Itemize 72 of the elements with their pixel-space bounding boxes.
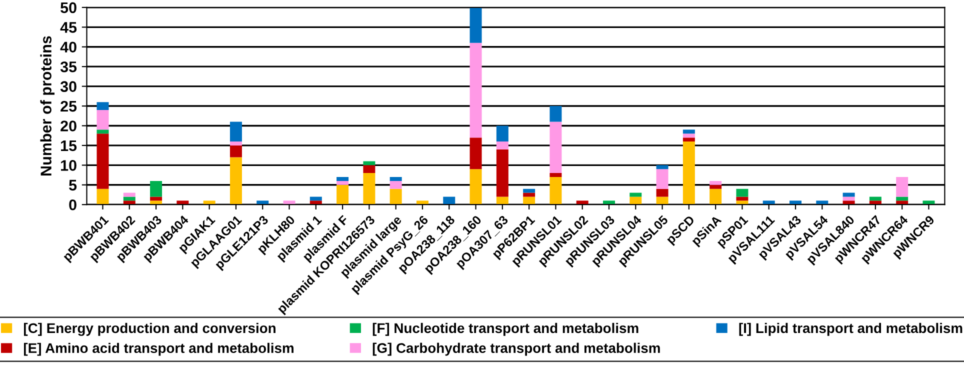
legend-label: [F] Nucleotide transport and metabolism xyxy=(372,322,638,336)
bar xyxy=(550,173,562,177)
bar xyxy=(96,102,109,110)
bar xyxy=(470,7,482,43)
bar xyxy=(363,165,376,174)
bar xyxy=(550,106,562,122)
bar xyxy=(523,188,536,193)
bar xyxy=(230,122,242,142)
legend-label: [G] Carbohydrate transport and metabolism xyxy=(372,342,660,356)
bar xyxy=(96,134,109,189)
bar xyxy=(230,157,242,205)
y-tick-label: 35 xyxy=(60,61,77,72)
y-tick-label: 0 xyxy=(69,199,76,210)
y-tick-label: 45 xyxy=(60,22,77,33)
bar xyxy=(630,196,642,205)
bar xyxy=(496,196,508,205)
legend-label: [C] Energy production and conversion xyxy=(24,322,276,336)
bar xyxy=(710,184,722,189)
bar xyxy=(710,180,722,185)
bar xyxy=(523,196,536,205)
bar xyxy=(363,161,376,166)
bar xyxy=(470,138,482,170)
legend-label: [E] Amino acid transport and metabolism xyxy=(24,342,294,356)
y-tick-label: 10 xyxy=(61,160,76,171)
bar xyxy=(896,196,908,201)
bar xyxy=(336,184,349,205)
bar xyxy=(656,165,668,170)
y-tick-label: 30 xyxy=(60,81,76,92)
bar xyxy=(736,196,748,201)
y-tick-label: 15 xyxy=(61,140,77,152)
bar xyxy=(96,110,109,130)
bar xyxy=(390,180,402,189)
bar xyxy=(470,169,482,205)
bar xyxy=(123,196,136,201)
bar xyxy=(496,126,508,142)
bar xyxy=(390,188,402,205)
bar xyxy=(310,196,322,201)
y-tick-label: 40 xyxy=(60,42,76,53)
bar xyxy=(96,188,109,205)
y-tick-label: 50 xyxy=(60,2,76,14)
bar xyxy=(470,42,482,138)
bar xyxy=(842,196,855,201)
bar xyxy=(656,169,668,189)
bar xyxy=(496,142,508,150)
bar xyxy=(150,180,162,197)
bar xyxy=(656,188,668,197)
bar xyxy=(96,130,109,134)
bar xyxy=(230,142,242,146)
bar xyxy=(682,138,695,142)
bar xyxy=(682,142,695,205)
bar xyxy=(682,134,695,138)
bar xyxy=(230,145,242,158)
y-tick-label: 25 xyxy=(60,100,77,112)
bar xyxy=(550,122,562,174)
bar xyxy=(496,149,508,197)
bar xyxy=(150,196,162,201)
y-tick-label: 20 xyxy=(60,120,76,132)
bar xyxy=(336,180,349,185)
bar xyxy=(896,177,908,197)
legend-label: [I] Lipid transport and metabolism xyxy=(739,322,962,336)
bar xyxy=(656,196,668,205)
y-tick-label: 5 xyxy=(69,180,77,191)
bar xyxy=(336,177,349,181)
bar xyxy=(443,196,456,205)
bar xyxy=(550,177,562,205)
bar xyxy=(682,130,695,134)
bar xyxy=(710,188,722,205)
y-axis-title: Number of proteins xyxy=(40,36,54,176)
bar xyxy=(736,188,748,197)
bar xyxy=(363,173,376,205)
bar xyxy=(869,196,882,201)
bar xyxy=(390,177,402,181)
